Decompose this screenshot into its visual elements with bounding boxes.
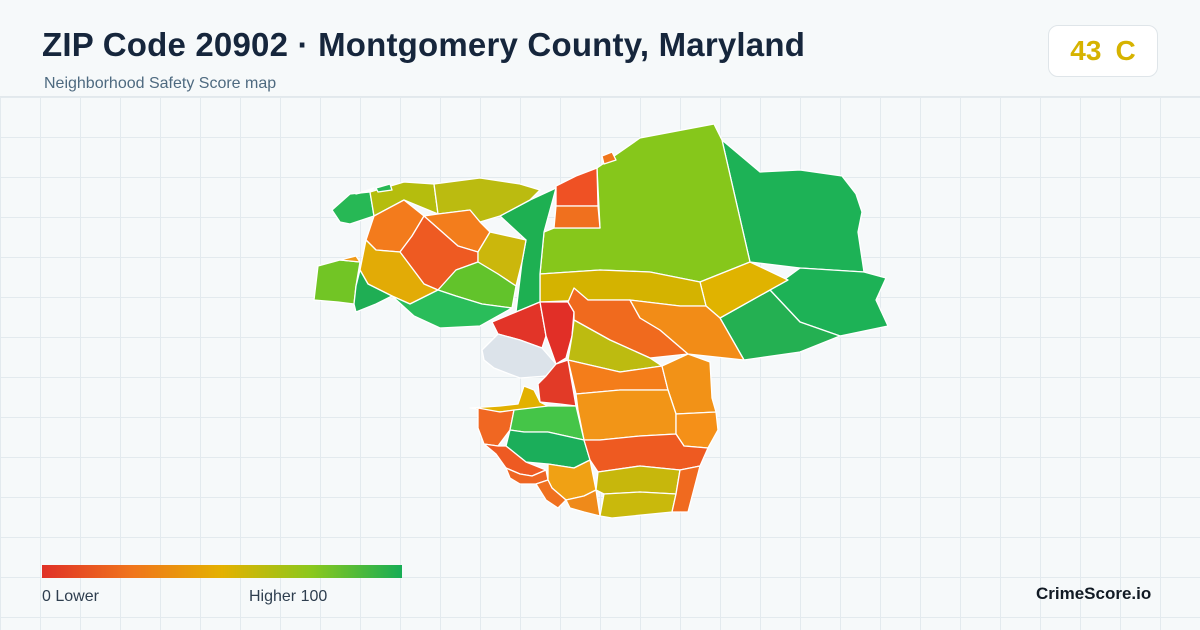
brand-logo-text: CrimeScore.io (1036, 584, 1152, 603)
map-region[interactable] (629, 299, 745, 361)
map-region[interactable] (339, 255, 361, 263)
map-region[interactable] (601, 151, 617, 165)
score-value: 43 (1070, 35, 1102, 66)
map-region[interactable] (671, 465, 701, 513)
page-subtitle: Neighborhood Safety Score map (44, 75, 277, 92)
map-region[interactable] (537, 359, 577, 407)
map-region[interactable] (313, 259, 361, 305)
legend-min-label: 0 Lower (42, 588, 99, 605)
map-region[interactable] (575, 389, 677, 441)
map-region[interactable] (583, 433, 709, 473)
map-region[interactable] (721, 139, 865, 273)
map-region[interactable] (553, 205, 601, 229)
map-region[interactable] (391, 289, 513, 329)
map-region[interactable] (375, 183, 393, 193)
legend-max-label: Higher 100 (249, 588, 328, 605)
map-region[interactable] (331, 191, 375, 225)
map-region[interactable] (595, 465, 681, 495)
page-title: ZIP Code 20902 · Montgomery County, Mary… (42, 26, 806, 63)
map-region[interactable] (555, 167, 599, 207)
map-region[interactable] (477, 407, 515, 447)
map-region[interactable] (599, 491, 677, 519)
map-region[interactable] (355, 187, 375, 195)
score-grade: C (1115, 35, 1136, 66)
legend-color-scale (42, 565, 402, 578)
score-badge: 43 C (1048, 25, 1158, 77)
map-region[interactable] (353, 269, 393, 313)
header-divider (0, 96, 1200, 97)
